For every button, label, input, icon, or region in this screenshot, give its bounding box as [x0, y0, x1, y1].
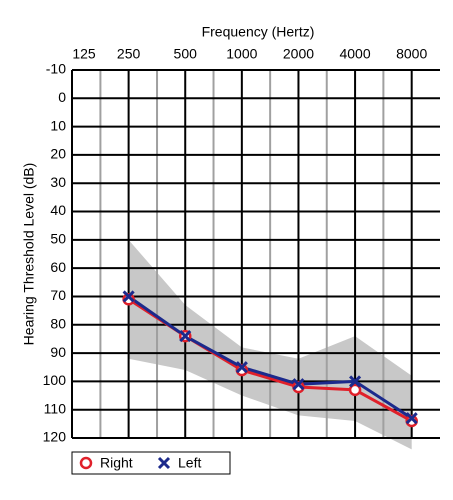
- y-tick-label: 120: [43, 429, 67, 445]
- chart-title: Frequency (Hertz): [202, 24, 315, 40]
- y-tick-label: 90: [50, 344, 66, 360]
- legend-label: Right: [100, 455, 133, 471]
- x-tick-label: 500: [174, 46, 198, 62]
- x-tick-label: 1000: [226, 46, 257, 62]
- x-tick-label: 2000: [283, 46, 314, 62]
- x-tick-label: 125: [72, 46, 96, 62]
- y-tick-label: 30: [50, 174, 66, 190]
- y-tick-label: 80: [50, 315, 66, 331]
- x-tick-label: 250: [117, 46, 141, 62]
- marker-circle: [292, 380, 305, 394]
- y-axis-label: Hearing Threshold Level (dB): [21, 163, 37, 346]
- y-tick-label: 60: [50, 259, 66, 275]
- marker-circle: [348, 383, 362, 397]
- y-tick-label: 100: [43, 372, 67, 388]
- y-tick-label: 50: [50, 231, 66, 247]
- marker-x: [349, 375, 362, 388]
- marker-x: [235, 361, 248, 374]
- y-tick-label: 0: [58, 89, 66, 105]
- x-tick-label: 8000: [396, 46, 427, 62]
- legend-label: Left: [178, 455, 201, 471]
- marker-circle: [122, 293, 135, 306]
- y-tick-label: 40: [50, 202, 66, 218]
- legend-box: [71, 451, 231, 475]
- y-tick-label: 20: [50, 146, 66, 162]
- y-tick-label: 70: [50, 287, 66, 303]
- marker-circle: [405, 414, 418, 428]
- normal-range-band: [128, 239, 412, 450]
- series-line: [127, 295, 413, 420]
- legend-marker: [157, 456, 171, 470]
- marker-x: [292, 378, 305, 391]
- y-tick-label: 110: [44, 400, 67, 416]
- marker-x: [122, 290, 135, 303]
- y-tick-label: 10: [50, 117, 66, 133]
- marker-x: [405, 412, 418, 425]
- marker-x: [179, 330, 192, 343]
- marker-circle: [235, 363, 249, 377]
- x-tick-label: 4000: [339, 46, 370, 62]
- y-tick-label: -10: [46, 61, 66, 77]
- legend-marker: [79, 456, 93, 470]
